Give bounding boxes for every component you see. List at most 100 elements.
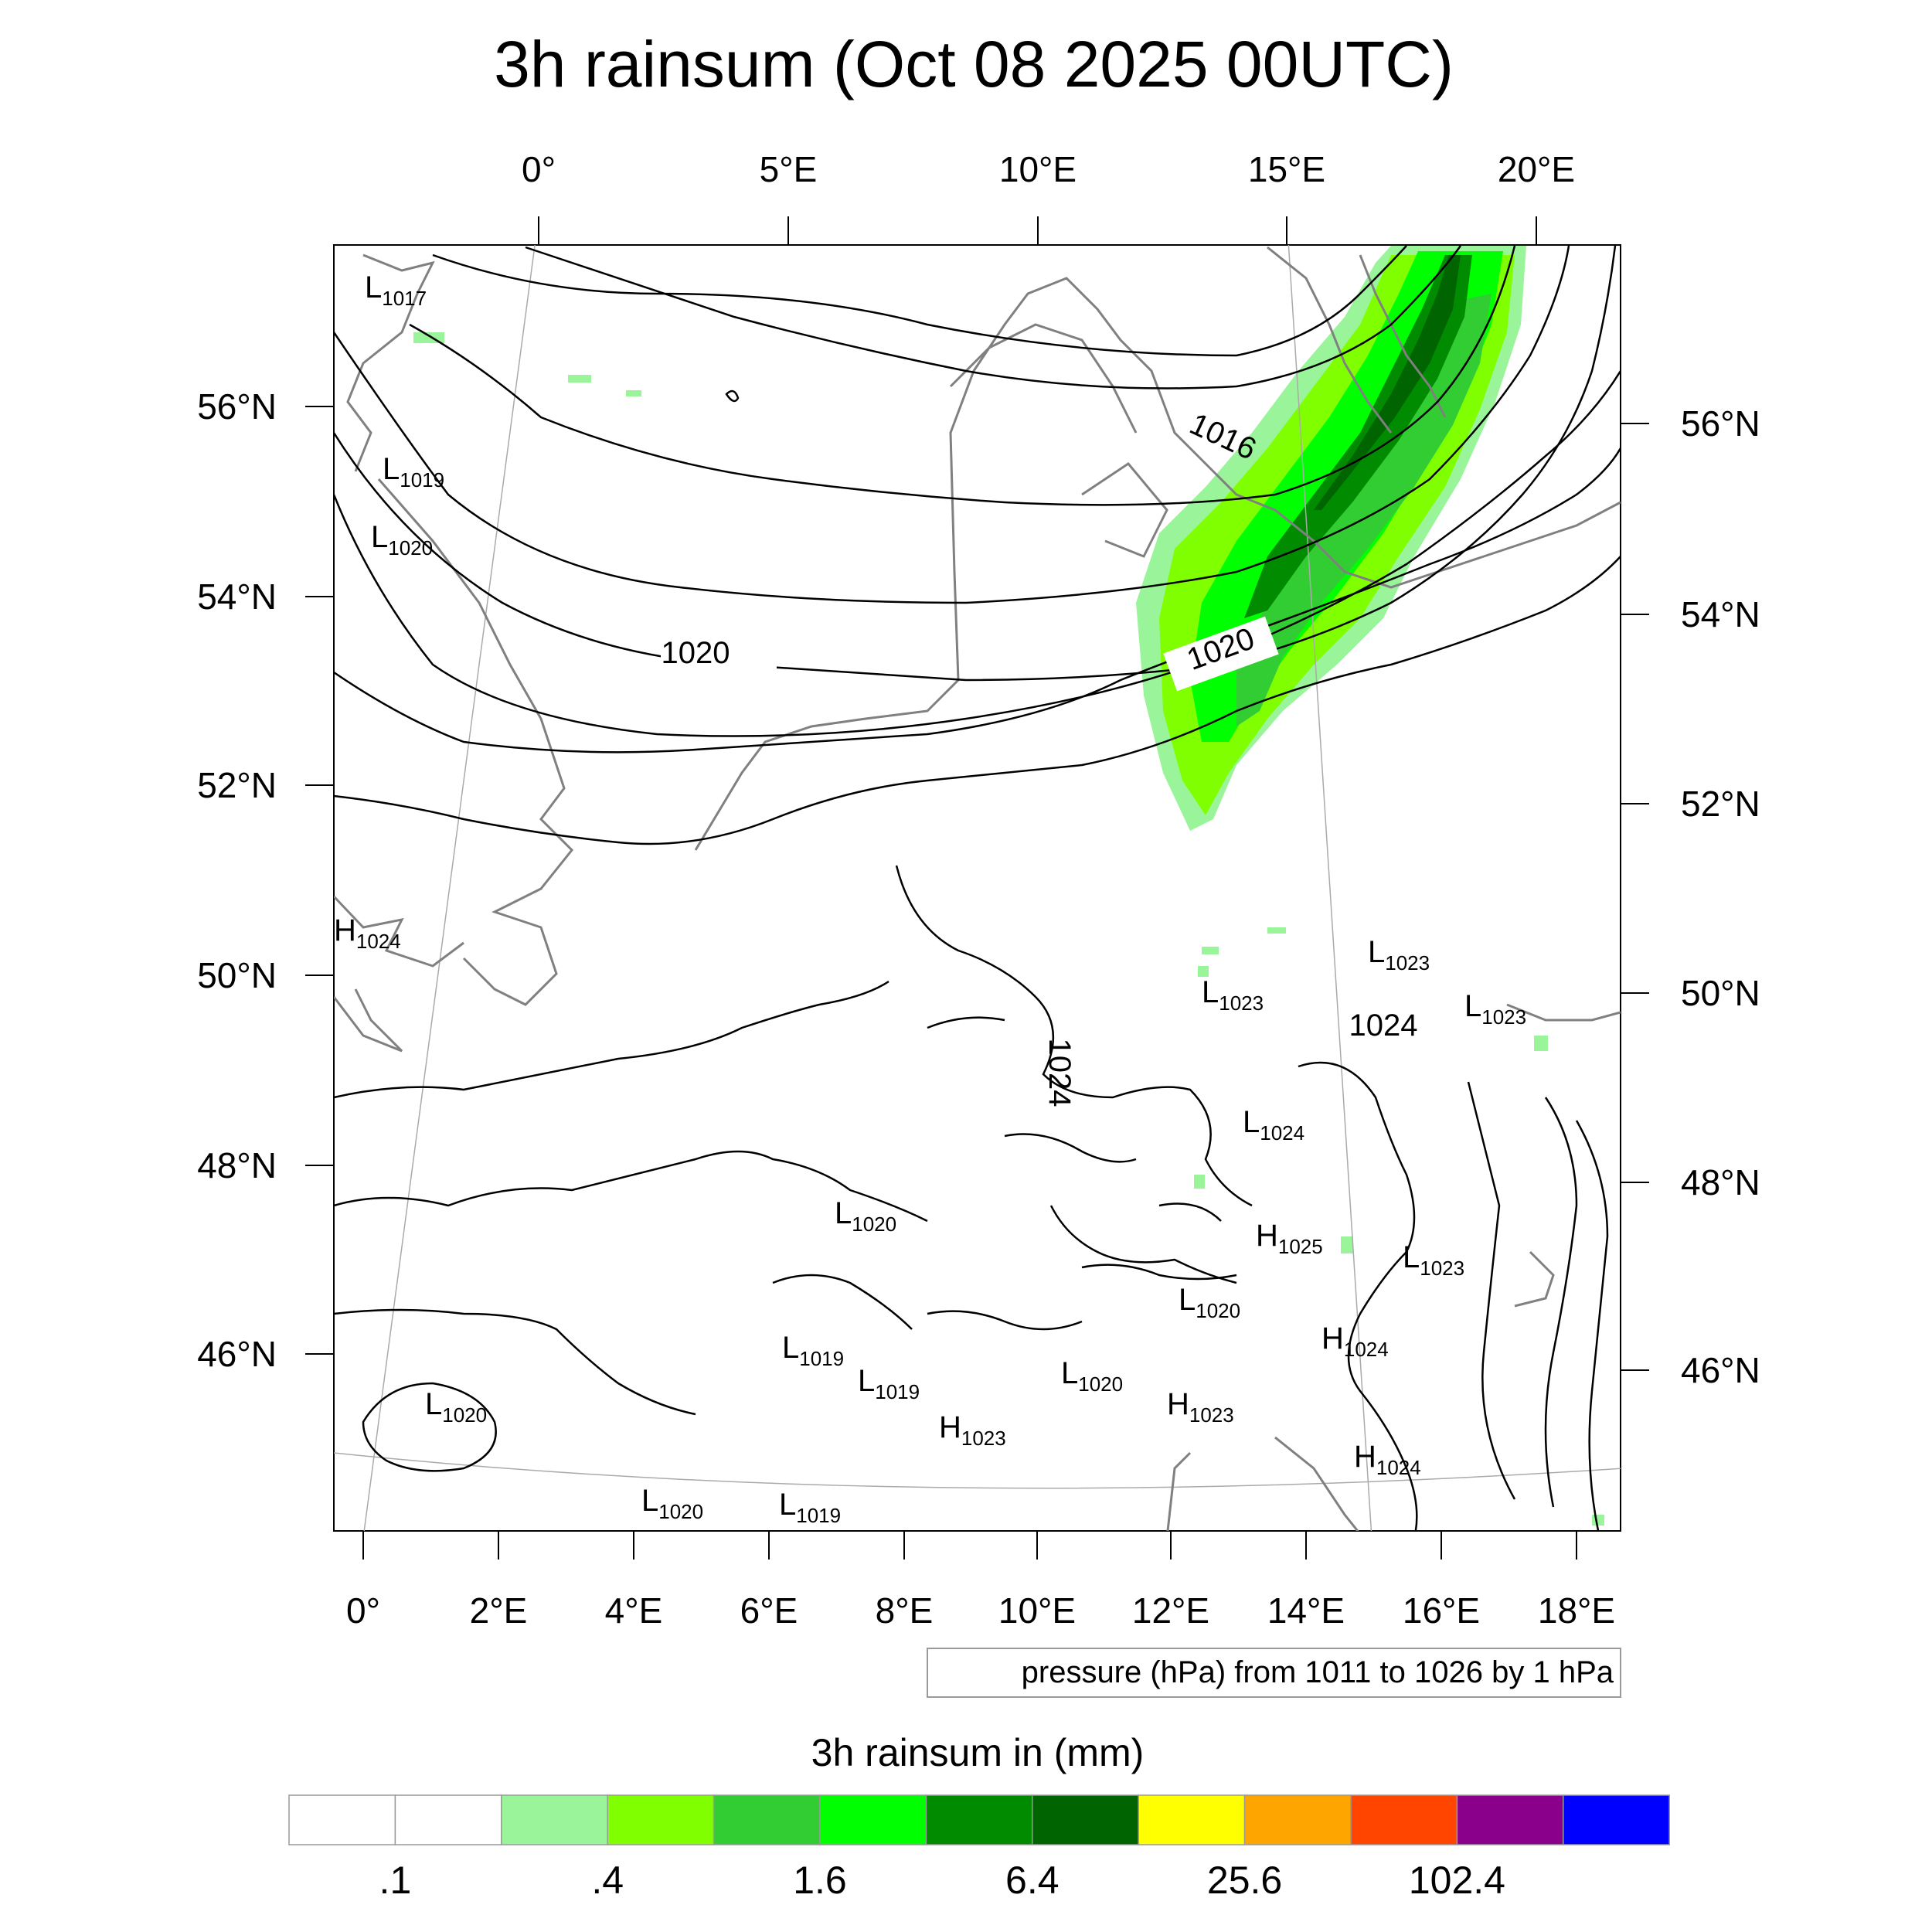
bottom-lon-label: 4°E	[605, 1590, 663, 1631]
rain-patch	[626, 390, 641, 396]
pressure-center-low: L1024	[1243, 1105, 1304, 1145]
contour-label: 1024	[1043, 1039, 1077, 1107]
colorbar-swatch	[1138, 1794, 1246, 1845]
colorbar-tick-label: 102.4	[1409, 1859, 1505, 1902]
bottom-lon-label: 18°E	[1538, 1590, 1615, 1631]
pressure-center-low: L1019	[782, 1331, 844, 1370]
colorbar-swatch	[1350, 1794, 1458, 1845]
pressure-center-high: H1024	[1321, 1321, 1389, 1361]
top-lon-label: 0°	[522, 149, 556, 189]
right-lat-label: 46°N	[1681, 1350, 1760, 1390]
colorbar-swatch	[607, 1794, 715, 1845]
info-box-text: pressure (hPa) from 1011 to 1026 by 1 hP…	[1022, 1655, 1614, 1689]
pressure-center-low: L1020	[1061, 1356, 1123, 1396]
rain-patch	[1198, 966, 1209, 977]
colorbar-swatch	[713, 1794, 821, 1845]
pressure-center-low: L1020	[425, 1387, 487, 1427]
colorbar	[288, 1794, 1670, 1845]
pressure-center-low: L1023	[1403, 1240, 1464, 1280]
coastlines	[334, 246, 1621, 1531]
right-lat-label: 52°N	[1681, 784, 1760, 824]
colorbar-tick-label: 1.6	[793, 1859, 847, 1902]
left-lat-label: 54°N	[197, 577, 277, 617]
right-lat-label: 50°N	[1681, 973, 1760, 1013]
contour-label: 1020	[662, 636, 730, 670]
top-lon-label: 15°E	[1248, 149, 1325, 189]
colorbar-swatch	[288, 1794, 396, 1845]
left-lat-label: 46°N	[197, 1334, 277, 1374]
top-longitude-labels: 0° 5°E 10°E 15°E 20°E	[522, 149, 1575, 245]
pressure-center-high: H1025	[1256, 1219, 1323, 1258]
pressure-center-high: H1023	[1167, 1387, 1234, 1427]
colorbar-swatch	[819, 1794, 927, 1845]
top-lon-label: 5°E	[760, 149, 818, 189]
pressure-center-low: L1020	[1179, 1283, 1240, 1322]
pressure-center-high: H1024	[334, 913, 401, 953]
colorbar-labels: .1 .4 1.6 6.4 25.6 102.4	[379, 1859, 1505, 1902]
pressure-center-low: L1019	[779, 1488, 841, 1527]
colorbar-swatch	[1563, 1794, 1670, 1845]
top-lon-label: 20°E	[1498, 149, 1575, 189]
left-lat-label: 52°N	[197, 765, 277, 805]
rain-patch	[1341, 1236, 1353, 1253]
colorbar-swatch	[1243, 1794, 1352, 1845]
pressure-center-low: L1020	[835, 1196, 896, 1236]
right-lat-label: 48°N	[1681, 1162, 1760, 1202]
colorbar-tick-label: 25.6	[1207, 1859, 1282, 1902]
bottom-lon-label: 12°E	[1132, 1590, 1209, 1631]
pressure-centers: L1017 L1019 L1020 H1024 L1023 L1023 L1023 L1024…	[334, 270, 1526, 1527]
left-lat-label: 48°N	[197, 1145, 277, 1185]
right-latitude-labels: 56°N 54°N 52°N 50°N 48°N 46°N	[1621, 403, 1760, 1390]
colorbar-swatch	[1456, 1794, 1564, 1845]
rain-patch	[1592, 1515, 1604, 1526]
bottom-lon-label: 10°E	[998, 1590, 1076, 1631]
left-lat-label: 50°N	[197, 955, 277, 995]
pressure-center-low: L1019	[383, 452, 444, 492]
pressure-center-low: L1020	[371, 520, 433, 560]
bottom-lon-label: 8°E	[876, 1590, 934, 1631]
bottom-longitude-labels: 0° 2°E 4°E 6°E 8°E 10°E 12°E 14°E 16°E 18°E	[346, 1531, 1615, 1631]
pressure-center-low: L1020	[641, 1484, 703, 1523]
colorbar-swatch	[394, 1794, 502, 1845]
rain-band-5	[1314, 255, 1461, 510]
isobars	[334, 245, 1621, 1531]
rain-patch	[1202, 947, 1219, 954]
bottom-lon-label: 14°E	[1267, 1590, 1345, 1631]
colorbar-swatch	[1032, 1794, 1139, 1845]
bottom-lon-label: 0°	[346, 1590, 380, 1631]
pressure-center-low: L1017	[365, 270, 427, 310]
right-lat-label: 56°N	[1681, 403, 1760, 444]
rain-patch	[1534, 1036, 1548, 1051]
pressure-center-low: L1023	[1368, 935, 1430, 975]
colorbar-swatch	[501, 1794, 608, 1845]
pressure-center-high: H1023	[939, 1410, 1006, 1450]
rain-patch	[568, 375, 591, 383]
map-title: 3h rainsum (Oct 08 2025 00UTC)	[494, 28, 1454, 100]
pressure-center-low: L1023	[1464, 989, 1526, 1029]
info-box	[927, 1648, 1621, 1698]
rain-patch	[1267, 927, 1286, 934]
rain-patch	[1194, 1175, 1205, 1189]
left-lat-label: 56°N	[197, 386, 277, 427]
right-lat-label: 54°N	[1681, 594, 1760, 634]
contour-label-bg	[661, 635, 777, 672]
colorbar-tick-label: .1	[379, 1859, 412, 1902]
pressure-center-low: L1023	[1202, 975, 1264, 1015]
bottom-lon-label: 16°E	[1403, 1590, 1480, 1631]
map-content: 101610201020102410241024L1017L1019L1020H…	[334, 245, 1621, 1531]
contour-label-bg	[1163, 616, 1279, 692]
top-lon-label: 10°E	[999, 149, 1077, 189]
bottom-lon-label: 6°E	[740, 1590, 798, 1631]
contour-label: 1024	[1349, 1009, 1418, 1043]
bottom-lon-label: 2°E	[470, 1590, 528, 1631]
colorbar-title: 3h rainsum in (mm)	[811, 1731, 1145, 1774]
colorbar-tick-label: .4	[591, 1859, 624, 1902]
pressure-center-high: H1024	[1354, 1440, 1421, 1479]
colorbar-swatch	[925, 1794, 1033, 1845]
pressure-center-low: L1019	[858, 1364, 920, 1403]
left-latitude-labels: 56°N 54°N 52°N 50°N 48°N 46°N	[197, 386, 334, 1374]
colorbar-tick-label: 6.4	[1005, 1859, 1060, 1902]
rain-band-3	[1236, 294, 1492, 726]
rain-field	[413, 246, 1604, 1526]
